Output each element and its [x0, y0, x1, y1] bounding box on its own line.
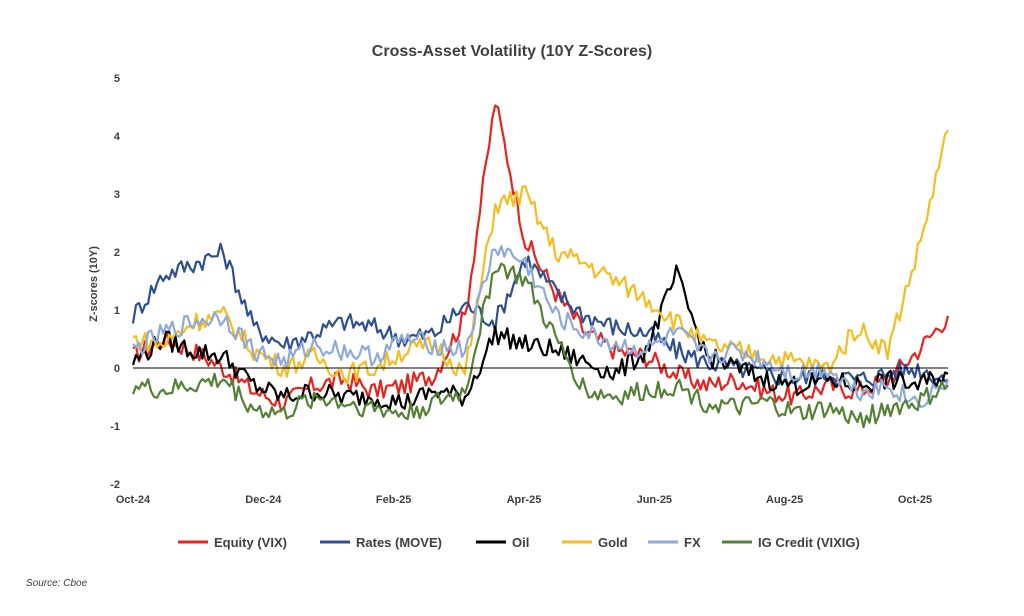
- y-tick-label: 0: [114, 363, 120, 375]
- y-ticks: 5 4 3 2 1 0 -1 -2: [110, 73, 121, 491]
- y-tick-label: 3: [114, 189, 120, 201]
- y-tick-label: 2: [114, 247, 120, 259]
- y-tick-label: 1: [114, 305, 120, 317]
- legend: Equity (VIX) Rates (MOVE) Oil Gold FX IG Cred…: [178, 535, 860, 550]
- x-tick-label: Dec-24: [245, 494, 282, 506]
- x-tick-label: Jun-25: [637, 494, 672, 506]
- y-tick-label: -1: [110, 421, 120, 433]
- y-tick-label: 5: [114, 73, 120, 85]
- y-tick-label: -2: [110, 479, 120, 491]
- series-line: [132, 245, 950, 408]
- legend-label: FX: [684, 535, 701, 550]
- legend-label: Equity (VIX): [214, 535, 287, 550]
- legend-label: Gold: [598, 535, 628, 550]
- legend-label: Rates (MOVE): [356, 535, 442, 550]
- x-tick-label: Aug-25: [766, 494, 803, 506]
- series-line: [131, 264, 949, 411]
- x-tick-label: Apr-25: [507, 494, 542, 506]
- series-lines: [131, 104, 950, 429]
- y-axis-label: Z-scores (10Y): [88, 246, 100, 322]
- x-ticks: Oct-24 Dec-24 Feb-25 Apr-25 Jun-25 Aug-25 Oct-…: [116, 494, 932, 506]
- source-note: Source: Cboe: [26, 578, 88, 589]
- x-tick-label: Oct-24: [116, 494, 151, 506]
- y-tick-label: 4: [114, 131, 121, 143]
- chart-title: Cross-Asset Volatility (10Y Z-Scores): [372, 43, 652, 60]
- x-tick-label: Feb-25: [376, 494, 411, 506]
- series-line: [132, 104, 950, 412]
- legend-label: IG Credit (VIXIG): [758, 535, 860, 550]
- x-tick-label: Oct-25: [898, 494, 932, 506]
- series-line: [131, 262, 949, 429]
- legend-label: Oil: [512, 535, 529, 550]
